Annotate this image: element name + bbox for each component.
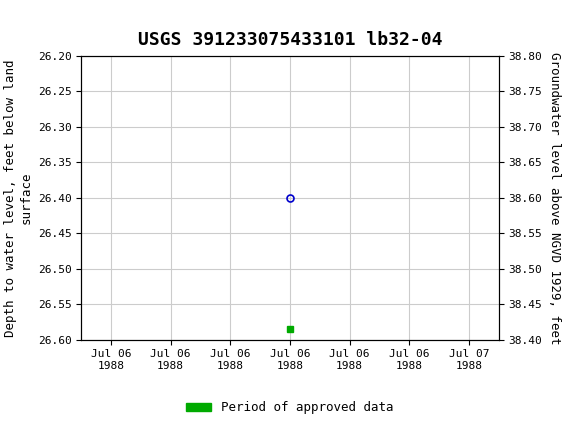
Y-axis label: Groundwater level above NGVD 1929, feet: Groundwater level above NGVD 1929, feet: [548, 52, 561, 344]
Legend: Period of approved data: Period of approved data: [181, 396, 399, 419]
Text: USGS: USGS: [41, 10, 88, 29]
Y-axis label: Depth to water level, feet below land
surface: Depth to water level, feet below land su…: [4, 59, 32, 337]
Title: USGS 391233075433101 lb32-04: USGS 391233075433101 lb32-04: [138, 31, 443, 49]
